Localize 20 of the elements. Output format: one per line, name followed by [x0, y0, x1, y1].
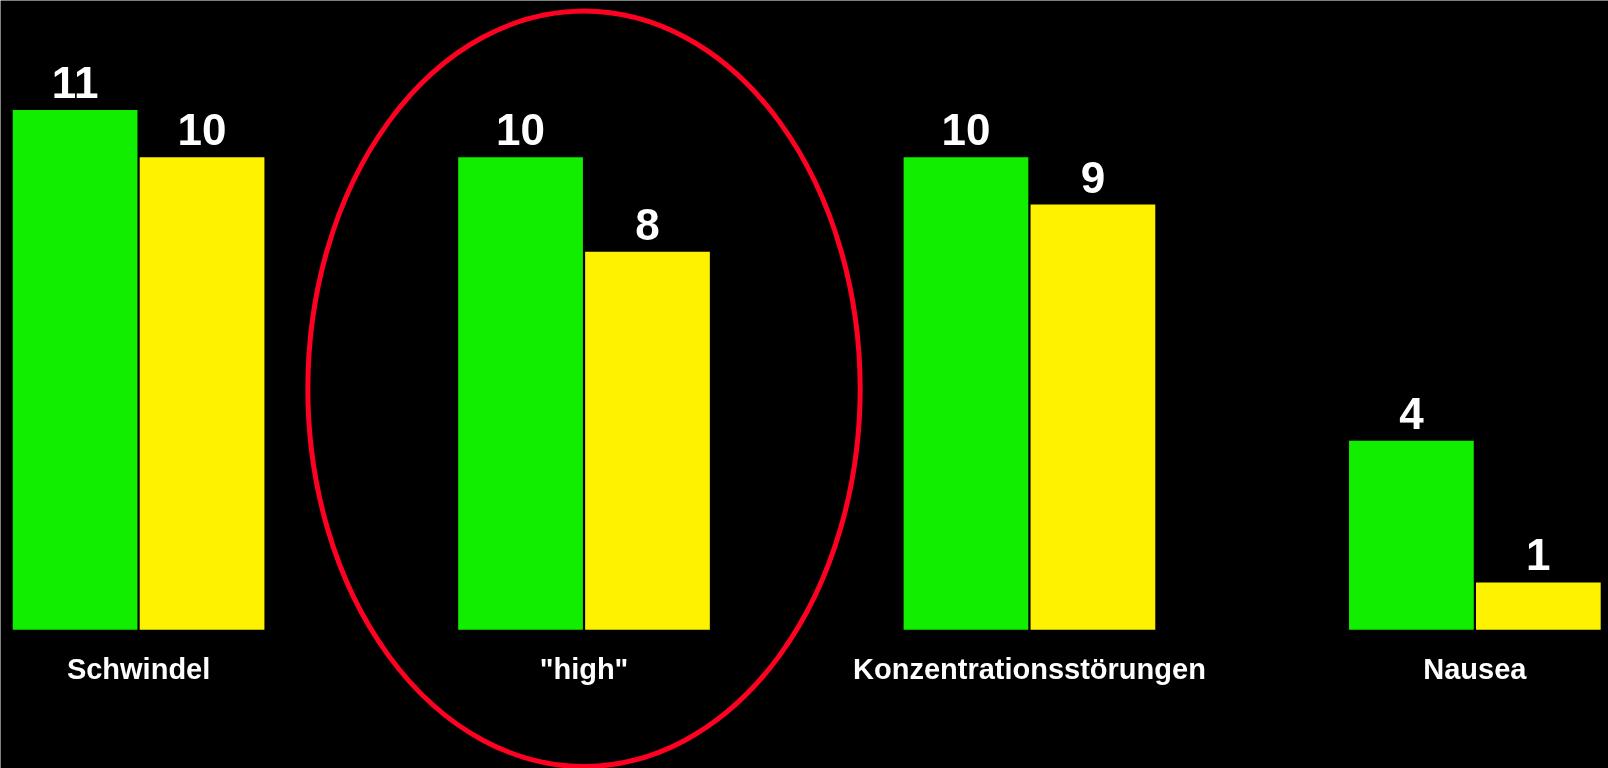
- data-label: 11: [51, 58, 99, 108]
- data-label: 10: [177, 105, 227, 155]
- bar: [585, 251, 710, 630]
- bar: [12, 110, 138, 630]
- x-tick-label: Konzentrationsstörungen: [853, 652, 1206, 685]
- data-label: 9: [1080, 152, 1106, 202]
- bar: [903, 157, 1029, 630]
- bar: [139, 157, 265, 630]
- data-label: 10: [941, 105, 991, 155]
- bar: [1030, 204, 1156, 630]
- data-label: 10: [496, 105, 546, 155]
- bar: [1349, 440, 1474, 630]
- x-tick-label: Nausea: [1423, 652, 1528, 685]
- data-label: 1: [1526, 530, 1551, 580]
- bar: [458, 157, 583, 630]
- data-label: 4: [1399, 388, 1425, 438]
- x-tick-label: Schwindel: [66, 652, 211, 685]
- x-tick-label: "high": [539, 652, 629, 685]
- bar: [1475, 582, 1601, 630]
- data-label: 8: [635, 199, 660, 249]
